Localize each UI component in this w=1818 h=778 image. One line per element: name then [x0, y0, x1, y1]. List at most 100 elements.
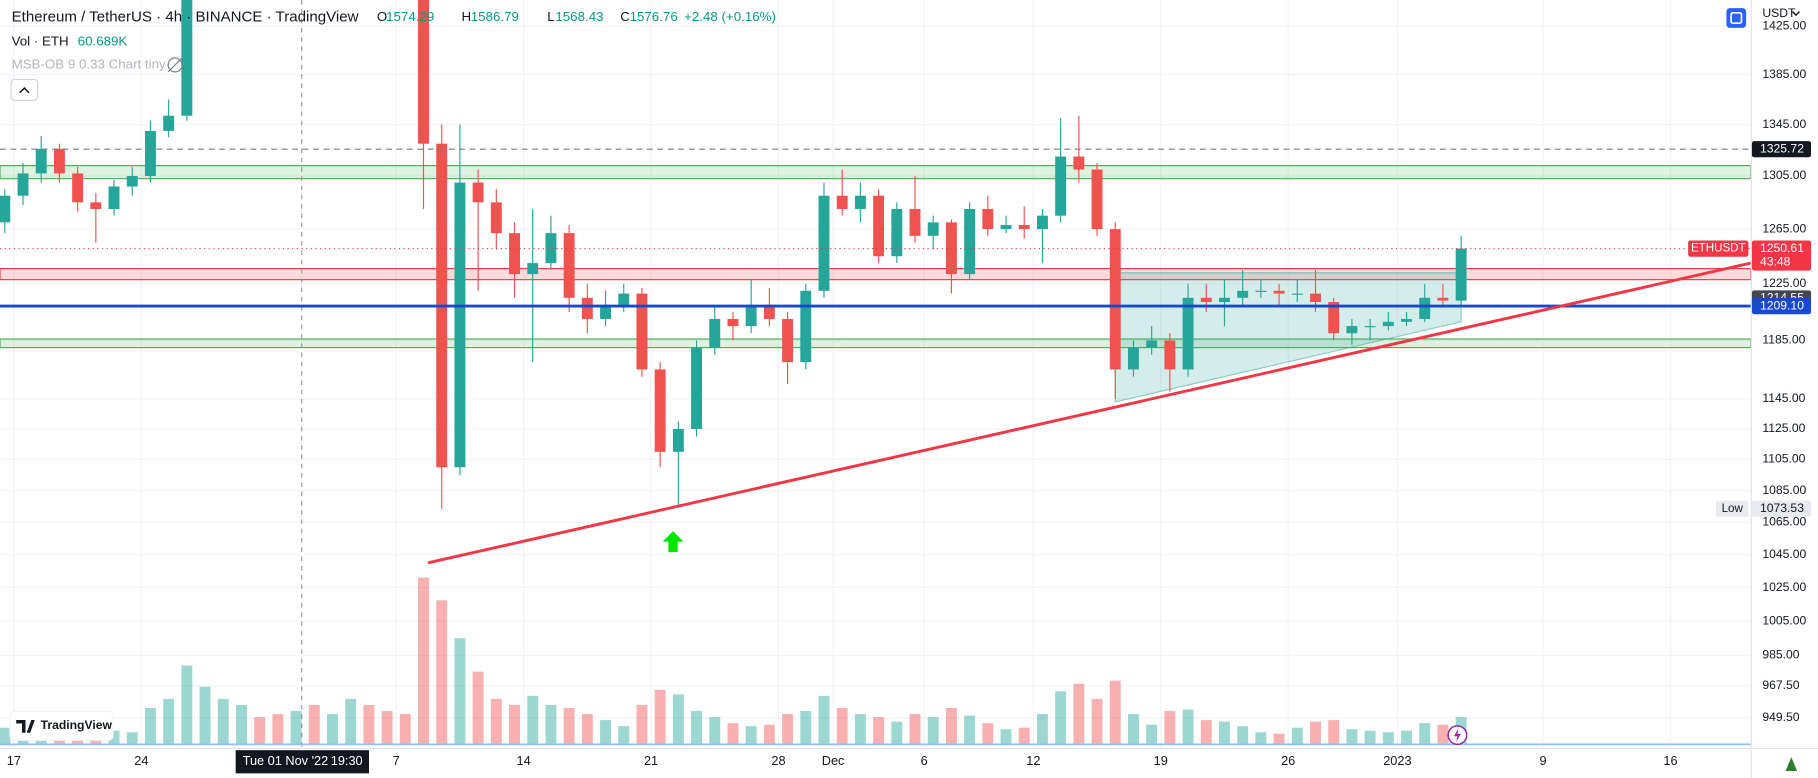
series-tag — [1688, 240, 1749, 257]
candle-body — [982, 208, 994, 230]
tree-icon — [1785, 757, 1798, 772]
volume-bar — [199, 686, 211, 745]
volume-bar — [126, 732, 138, 745]
alert-icon[interactable] — [1447, 725, 1468, 746]
candle-body — [763, 304, 775, 319]
volume-bar — [144, 707, 156, 745]
y-tick-label: 1145.00 — [1762, 391, 1805, 405]
volume-bar — [472, 671, 484, 745]
volume-bar — [1200, 720, 1212, 745]
volume-bar — [691, 711, 703, 745]
volume-bar — [1018, 727, 1030, 745]
hide-indicator-icon[interactable] — [167, 57, 183, 73]
volume-bar — [1164, 711, 1176, 745]
candle-body — [72, 173, 84, 203]
volume-bar — [327, 714, 338, 745]
candle-body — [745, 304, 757, 327]
price-tag-label: 1250.61 — [1760, 241, 1804, 255]
x-tick-label: Dec — [822, 753, 845, 768]
candle-body — [800, 290, 812, 363]
volume-bar — [381, 711, 393, 745]
ohlc-key: C — [620, 9, 630, 24]
volume-bar — [163, 698, 175, 745]
candle-body — [782, 318, 794, 363]
countdown: 43:48 — [1760, 255, 1791, 269]
volume-bar — [1346, 729, 1358, 745]
volume-bar — [763, 724, 775, 745]
volume-bar — [1437, 724, 1449, 745]
currency-menu[interactable]: USDT — [1762, 6, 1800, 20]
y-tick-label: 1025.00 — [1762, 580, 1806, 594]
volume-label: Vol · ETH — [12, 33, 69, 48]
collapse-button[interactable] — [10, 78, 39, 101]
candle-body — [1000, 225, 1012, 230]
volume-bar — [436, 600, 448, 745]
candle-body — [618, 293, 630, 305]
y-tick-label: 1005.00 — [1762, 613, 1806, 627]
x-tick-label: 17 — [7, 753, 21, 768]
y-tick-label: 949.50 — [1762, 710, 1799, 724]
settings-icon[interactable] — [1726, 8, 1747, 28]
volume-bar — [727, 723, 739, 745]
volume-bar — [891, 721, 903, 745]
volume-bar — [0, 727, 11, 745]
candle-body — [1310, 293, 1321, 303]
candle-body — [1364, 326, 1376, 328]
y-tick-label: 1225.00 — [1762, 276, 1806, 290]
candle-body — [108, 186, 120, 209]
ohlc-key: L — [547, 9, 554, 24]
x-tick-label: 6 — [921, 753, 928, 768]
series-tag — [1715, 500, 1749, 517]
plot-area — [0, 0, 1751, 748]
volume-bar — [1146, 724, 1158, 745]
candle-body — [1382, 321, 1394, 327]
volume-bar — [1364, 730, 1376, 745]
candle-body — [0, 195, 11, 223]
candle-body — [1273, 290, 1285, 294]
y-tick-label: 1045.00 — [1762, 547, 1806, 561]
volume-bar — [490, 698, 502, 745]
volume-bar — [873, 717, 885, 745]
volume-bar — [654, 689, 666, 745]
candle-body — [527, 263, 539, 275]
candle-body — [636, 293, 648, 370]
candle-body — [490, 202, 502, 234]
legend: Ethereum / TetherUS · 4h · BINANCE · Tra… — [10, 8, 776, 101]
zone — [0, 165, 1751, 180]
candle-body — [672, 428, 684, 452]
volume-bar — [1109, 680, 1121, 745]
candle-body — [600, 304, 611, 319]
price-tag — [1751, 500, 1812, 517]
y-tick-label: 1305.00 — [1762, 168, 1806, 182]
volume-bar — [745, 726, 757, 745]
candle-body — [1109, 229, 1121, 370]
volume-bar — [399, 714, 411, 745]
series-tag-label: Low — [1722, 503, 1744, 515]
y-tick-label: 1125.00 — [1762, 421, 1805, 435]
volume-bar — [217, 698, 229, 745]
candle-body — [891, 208, 903, 257]
price-tag — [1751, 297, 1812, 315]
x-tick-label: 28 — [771, 753, 785, 768]
candle-body — [1055, 156, 1067, 216]
candle-body — [927, 222, 939, 236]
volume-bar — [964, 715, 976, 745]
zone — [0, 338, 1751, 349]
change: +2.48 (+0.16%) — [684, 9, 776, 24]
volume-bar — [836, 707, 848, 745]
crosshair-date: Tue 01 Nov '22 — [243, 753, 329, 768]
volume-bar — [1237, 726, 1249, 745]
candle-body — [454, 182, 466, 468]
candle-body — [1328, 302, 1340, 334]
ohlc-value: 1574.29 — [386, 9, 434, 24]
candle-body — [873, 195, 885, 257]
volume-bar — [1328, 720, 1340, 745]
volume-bar — [454, 638, 466, 745]
candle-body — [509, 233, 520, 275]
price-tag-label: 1325.72 — [1760, 141, 1804, 155]
candle-body — [691, 347, 703, 429]
y-tick-label: 1085.00 — [1762, 483, 1806, 497]
volume-bar — [709, 717, 721, 745]
